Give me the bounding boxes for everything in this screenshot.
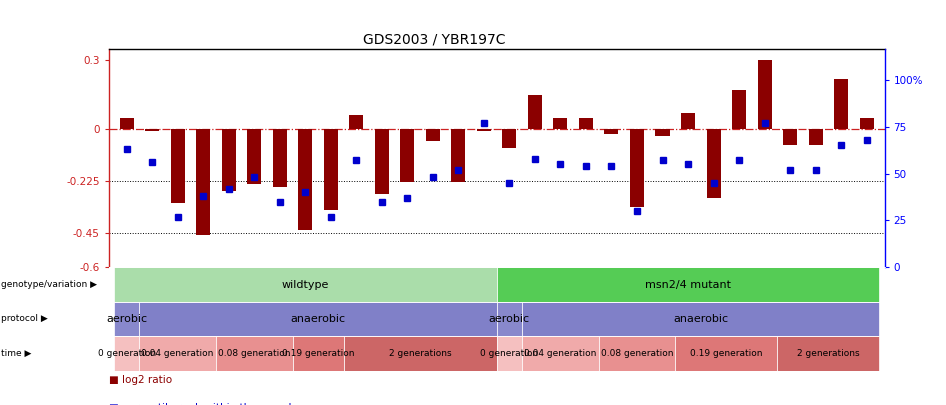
- Text: 2 generations: 2 generations: [389, 349, 451, 358]
- Text: msn2/4 mutant: msn2/4 mutant: [645, 279, 731, 290]
- Bar: [834, 79, 849, 129]
- Bar: [497, 302, 522, 336]
- Text: 0 generation: 0 generation: [97, 349, 156, 358]
- Bar: [451, 129, 465, 182]
- Bar: [477, 129, 491, 132]
- Bar: [732, 90, 746, 129]
- Bar: [497, 336, 522, 371]
- Bar: [216, 336, 292, 371]
- Bar: [400, 129, 414, 182]
- Text: 0.08 generation: 0.08 generation: [218, 349, 290, 358]
- Bar: [522, 336, 599, 371]
- Text: protocol ▶: protocol ▶: [1, 314, 47, 324]
- Text: ■ percentile rank within the sample: ■ percentile rank within the sample: [109, 403, 298, 405]
- Bar: [528, 95, 542, 129]
- Text: aerobic: aerobic: [106, 314, 148, 324]
- Text: anaerobic: anaerobic: [674, 314, 728, 324]
- Bar: [604, 129, 619, 134]
- Bar: [599, 336, 675, 371]
- Bar: [809, 129, 823, 145]
- Text: aerobic: aerobic: [489, 314, 530, 324]
- Bar: [139, 336, 216, 371]
- Bar: [119, 118, 133, 129]
- Text: wildtype: wildtype: [282, 279, 329, 290]
- Bar: [579, 118, 593, 129]
- Title: GDS2003 / YBR197C: GDS2003 / YBR197C: [363, 32, 506, 46]
- Text: 2 generations: 2 generations: [797, 349, 860, 358]
- Bar: [114, 336, 139, 371]
- Text: time ▶: time ▶: [1, 349, 31, 358]
- Bar: [272, 129, 287, 187]
- Bar: [221, 129, 236, 191]
- Bar: [196, 129, 210, 235]
- Bar: [298, 129, 312, 230]
- Bar: [656, 129, 670, 136]
- Text: 0.04 generation: 0.04 generation: [524, 349, 597, 358]
- Bar: [375, 129, 389, 194]
- Text: 0 generation: 0 generation: [481, 349, 538, 358]
- Bar: [860, 118, 874, 129]
- Bar: [522, 302, 880, 336]
- Bar: [675, 336, 778, 371]
- Bar: [114, 267, 497, 302]
- Text: 0.19 generation: 0.19 generation: [690, 349, 762, 358]
- Text: 0.08 generation: 0.08 generation: [601, 349, 674, 358]
- Text: 0.19 generation: 0.19 generation: [282, 349, 355, 358]
- Text: ■ log2 ratio: ■ log2 ratio: [109, 375, 172, 385]
- Bar: [139, 302, 497, 336]
- Text: genotype/variation ▶: genotype/variation ▶: [1, 280, 96, 289]
- Bar: [630, 129, 644, 207]
- Bar: [349, 115, 363, 129]
- Bar: [170, 129, 184, 203]
- Bar: [758, 60, 772, 129]
- Bar: [426, 129, 440, 141]
- Bar: [681, 113, 695, 129]
- Bar: [783, 129, 797, 145]
- Bar: [778, 336, 880, 371]
- Bar: [324, 129, 338, 210]
- Text: anaerobic: anaerobic: [290, 314, 345, 324]
- Text: 0.04 generation: 0.04 generation: [142, 349, 214, 358]
- Bar: [502, 129, 517, 147]
- Bar: [292, 336, 343, 371]
- Bar: [343, 336, 497, 371]
- Bar: [553, 118, 568, 129]
- Bar: [145, 129, 159, 132]
- Bar: [707, 129, 721, 198]
- Bar: [497, 267, 880, 302]
- Bar: [114, 302, 139, 336]
- Bar: [247, 129, 261, 184]
